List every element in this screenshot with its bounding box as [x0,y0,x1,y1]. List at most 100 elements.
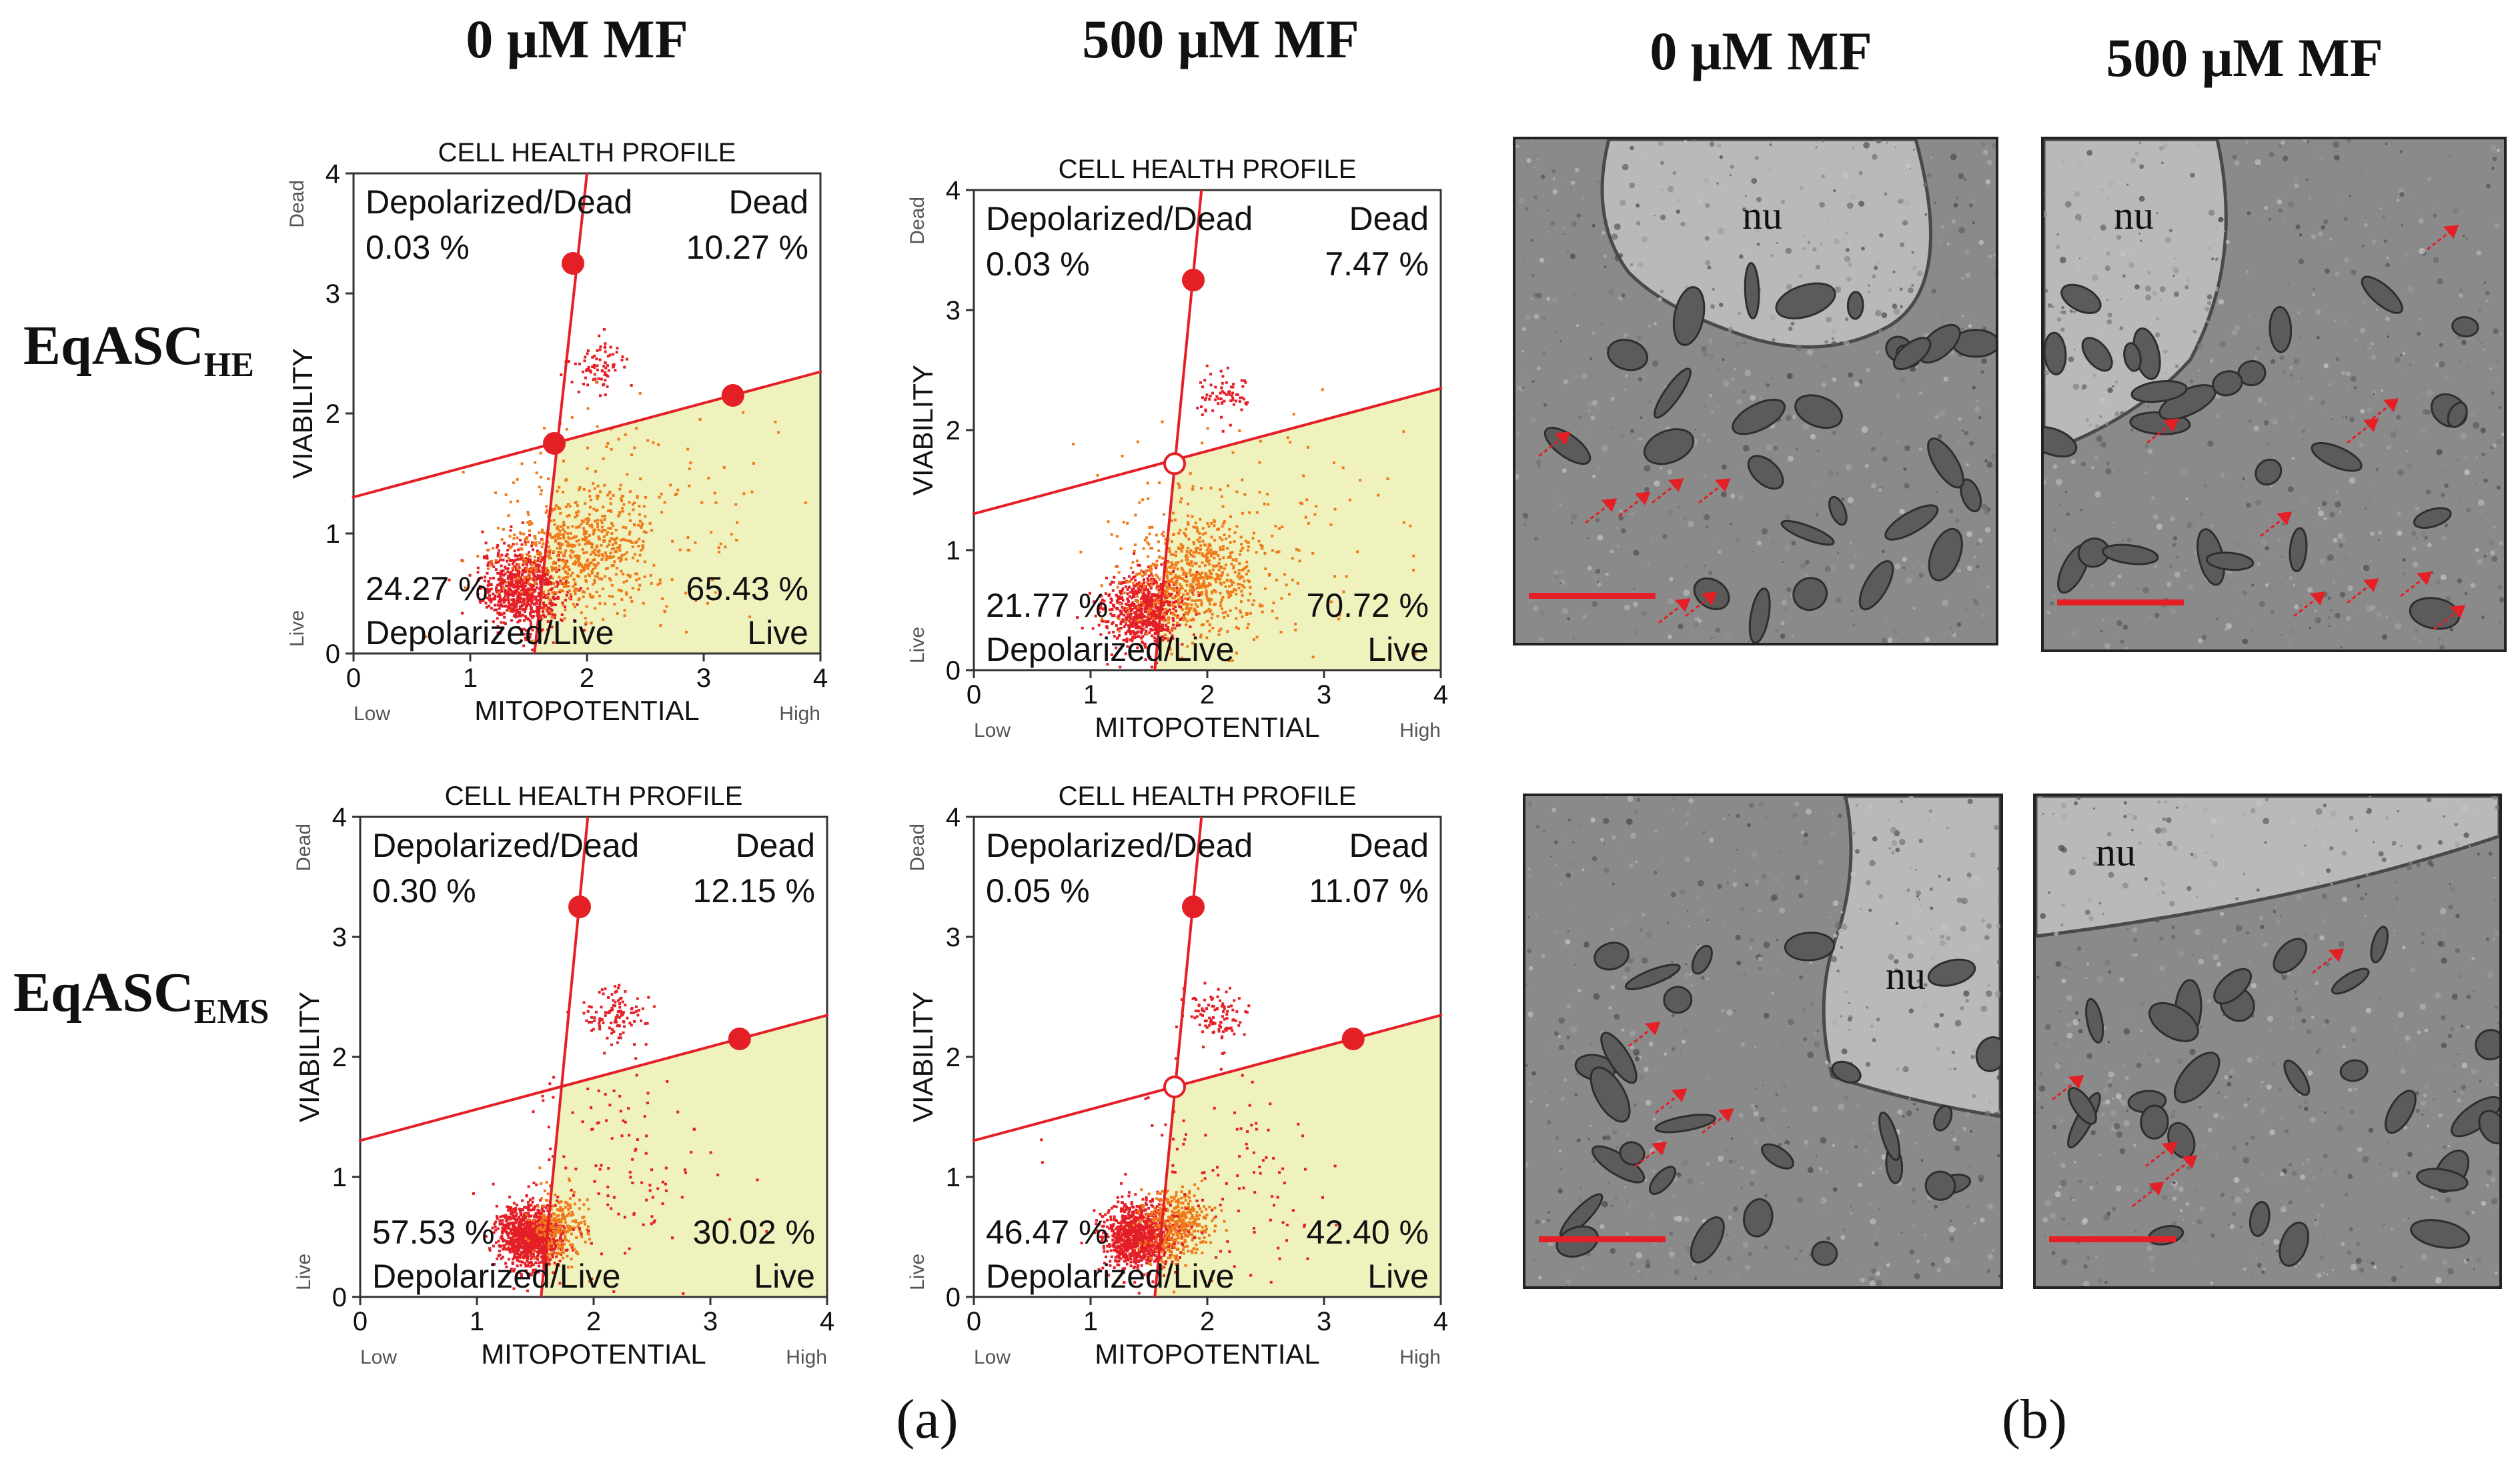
scatter-point [499,604,502,607]
scatter-point [1241,546,1244,549]
scatter-point [588,513,591,516]
scatter-point [545,1181,548,1184]
scatter-point [1277,550,1281,553]
scatter-point [560,581,563,585]
scatter-point [587,539,590,543]
scatter-point [519,1211,522,1214]
scatter-point [518,610,522,613]
scatter-point [537,594,540,597]
scatter-point [1195,562,1198,565]
scatter-point [630,600,634,603]
scatter-point [608,1010,612,1013]
scatter-point [1177,482,1180,485]
scatter-point [498,1220,502,1223]
scatter-point [570,550,574,553]
scatter-point [497,552,500,555]
scatter-point [736,521,739,524]
scatter-point [573,554,576,557]
scatter-point [520,1241,524,1244]
scatter-point [617,588,620,591]
scatter-point [638,583,642,587]
scatter-point [534,579,538,582]
scatter-point [1143,588,1146,591]
scatter-point [520,590,524,593]
scatter-point [582,1012,586,1015]
scatter-point [532,1240,535,1243]
scatter-point [548,1237,551,1240]
scatter-point [552,581,556,585]
scatter-point [613,603,616,605]
scatter-point [1217,402,1220,405]
scatter-point [1167,571,1170,574]
scatter-point [492,547,495,550]
scatter-point [1133,592,1136,595]
scatter-point [1141,640,1144,643]
scatter-point [610,1022,613,1025]
scatter-point [499,583,502,587]
scatter-point [552,1223,555,1226]
scatter-point [531,585,534,589]
scatter-point [1109,1249,1113,1252]
scatter-point [1171,511,1175,515]
scatter-point [544,615,547,618]
scatter-point [1208,569,1211,572]
scatter-point [1163,611,1167,614]
scatter-point [536,1250,539,1254]
scatter-point [1239,575,1243,578]
scatter-point [1155,609,1159,612]
scatter-point [554,1252,558,1255]
scatter-point [547,545,550,549]
scatter-point [1263,502,1266,505]
scatter-point [533,582,536,585]
scatter-point [509,1270,512,1273]
scatter-point [528,590,532,593]
scatter-point [1213,524,1216,527]
scatter-point [568,1197,572,1200]
scatter-point [1159,594,1162,597]
scatter-point [520,1252,522,1256]
scatter-point [1236,583,1239,585]
scatter-point [550,575,553,578]
scatter-point [1164,570,1167,573]
scatter-point [1159,587,1163,591]
scatter-point [1135,635,1138,639]
scatter-point [586,1225,590,1228]
scatter-point [1173,589,1176,592]
scatter-point [1140,621,1143,625]
scatter-point [1165,594,1169,597]
scatter-point [602,555,605,558]
scatter-point [593,558,596,561]
scatter-point [554,603,557,607]
quadrant-value-depolarized-dead: 0.03 % [366,229,470,266]
scatter-point [1131,635,1135,639]
scatter-point [1168,603,1171,607]
scatter-point [595,590,598,593]
scatter-point [1151,562,1155,565]
scatter-point [492,565,496,569]
scatter-point [508,577,511,580]
scatter-point [518,566,521,569]
scatter-point [527,1218,530,1221]
scatter-point [542,1217,545,1220]
scatter-point [657,443,660,446]
scatter-point [586,587,590,590]
scatter-point [1111,608,1114,611]
scatter-point [526,1258,529,1261]
scatter-point [644,1022,647,1026]
scatter-point [1146,1274,1149,1278]
scatter-point [1221,595,1225,599]
scatter-point [616,612,619,615]
scatter-point [1203,584,1206,587]
scatter-point [1151,601,1154,605]
scatter-point [564,551,566,554]
scatter-point [1098,611,1101,613]
scatter-point [529,604,532,607]
scatter-point [593,354,596,357]
scatter-point [1128,595,1131,598]
scatter-point [1348,498,1351,501]
scatter-point [496,617,499,620]
scatter-point [597,1089,600,1092]
column-header-0um-a: 0 μM MF [466,9,688,69]
scatter-point [590,1006,593,1009]
scatter-point [1185,550,1189,553]
